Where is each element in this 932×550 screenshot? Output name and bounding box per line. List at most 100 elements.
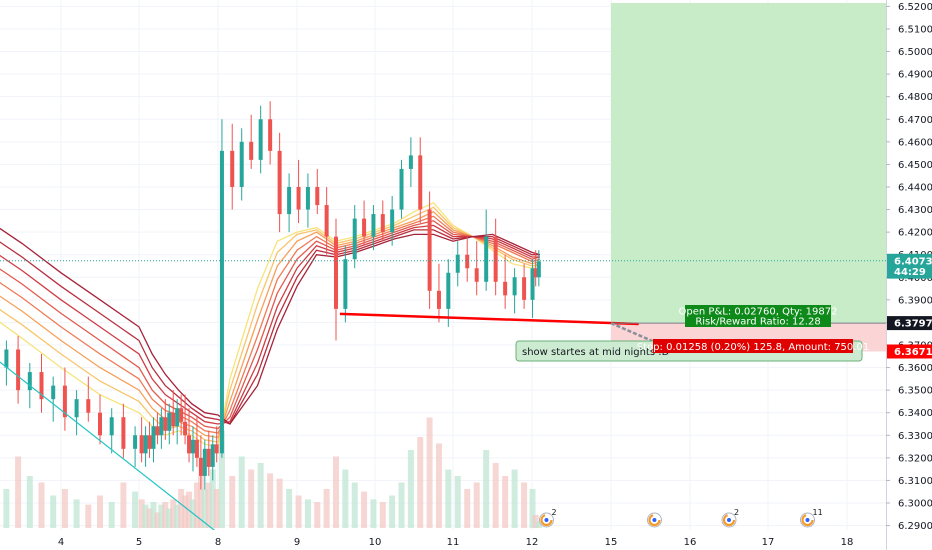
- volume-bar: [3, 489, 10, 528]
- candle: [296, 159, 301, 224]
- volume-bar: [535, 521, 542, 528]
- candle: [171, 390, 176, 436]
- volume-bar: [166, 508, 173, 528]
- trend-line[interactable]: [0, 343, 225, 539]
- volume-bar: [132, 491, 139, 528]
- candle: [206, 430, 211, 476]
- volume-bar: [304, 499, 311, 528]
- y-tick-label: 6.52000: [898, 2, 932, 13]
- candle: [4, 340, 9, 386]
- candle: [51, 376, 56, 422]
- ma-line: [0, 206, 541, 443]
- profit-zone: [611, 3, 886, 324]
- position-overlay: show startes at mid nights :D Open P&L: 0…: [515, 305, 869, 362]
- y-tick-label: 6.48000: [898, 92, 932, 103]
- volume-bar: [361, 491, 368, 528]
- x-axis: 4 5 8 9 10 11 12 15 16 17 18: [0, 530, 886, 550]
- volume-bar: [174, 504, 181, 528]
- volume-bar: [205, 482, 212, 528]
- x-tick-label: 9: [294, 537, 300, 548]
- price-tag: 6.36712: [887, 344, 932, 359]
- volume-bar: [333, 456, 339, 528]
- event-marker-icon[interactable]: [646, 512, 662, 528]
- volume-bar: [15, 456, 22, 528]
- candle: [86, 376, 91, 422]
- volume-bar: [529, 489, 536, 528]
- candle: [315, 168, 320, 215]
- candle: [408, 137, 413, 187]
- volume-bar: [38, 482, 45, 528]
- x-tick-label: 17: [762, 537, 775, 548]
- event-marker-icon[interactable]: 11: [800, 508, 823, 528]
- candle: [536, 250, 541, 287]
- volume-bar: [154, 512, 161, 528]
- x-tick-label: 18: [841, 537, 854, 548]
- volume-bar: [158, 504, 165, 528]
- candle: [343, 245, 348, 323]
- ma-line: [0, 227, 541, 425]
- x-tick-label: 4: [58, 537, 64, 548]
- volume-bar: [417, 437, 424, 528]
- y-tick-label: 6.30000: [898, 499, 932, 510]
- volume-bar: [511, 469, 518, 528]
- volume-bar: [379, 502, 386, 528]
- x-tick-label: 15: [605, 537, 618, 548]
- y-tick-label: 6.32000: [898, 453, 932, 464]
- candle: [484, 209, 489, 291]
- volume-bar: [150, 502, 157, 528]
- candle: [512, 268, 517, 314]
- volume-bar: [97, 495, 103, 528]
- candle: [198, 435, 203, 490]
- volume-bar: [426, 417, 433, 528]
- volume-bar: [193, 482, 200, 528]
- candle: [183, 394, 188, 445]
- candle: [390, 196, 395, 246]
- y-tick-label: 6.51000: [898, 24, 932, 35]
- y-tick-label: 6.46000: [898, 137, 932, 148]
- volume-bar: [473, 482, 480, 528]
- volume-bar: [492, 463, 499, 528]
- candle: [230, 123, 235, 210]
- x-axis-bg: [0, 530, 886, 550]
- y-tick-label: 6.39000: [898, 295, 932, 306]
- volume-bar: [50, 495, 57, 528]
- candle: [258, 105, 263, 174]
- volume-bar: [61, 489, 68, 528]
- candle: [533, 250, 538, 287]
- volume-bar: [389, 495, 396, 528]
- candle: [109, 408, 114, 454]
- candle: [194, 417, 199, 467]
- candle: [98, 394, 102, 445]
- event-markers: 2 2 11: [538, 508, 823, 528]
- candle: [268, 101, 273, 165]
- volume-bar: [295, 495, 302, 528]
- candle: [530, 259, 535, 318]
- volume-bar: [454, 476, 461, 528]
- candle: [371, 205, 376, 251]
- candle: [305, 173, 310, 228]
- event-marker-icon[interactable]: 2: [721, 508, 739, 528]
- y-tick-label: 6.33000: [898, 431, 932, 442]
- support-line[interactable]: [339, 312, 639, 326]
- volume-bar: [351, 482, 358, 528]
- svg-text:6.37970: 6.37970: [894, 319, 932, 330]
- candle: [133, 426, 138, 467]
- candle: [334, 218, 338, 341]
- volume-bar: [201, 489, 208, 528]
- y-tick-label: 6.44000: [898, 182, 932, 193]
- event-marker-icon[interactable]: 2: [538, 508, 557, 528]
- candle: [399, 159, 404, 219]
- x-tick-label: 12: [526, 537, 539, 548]
- volume-bar: [502, 476, 509, 528]
- candle: [210, 435, 215, 481]
- candle: [352, 205, 357, 269]
- y-tick-label: 6.42000: [898, 228, 932, 239]
- price-tag: 6.37970: [887, 316, 932, 331]
- volume-bar: [267, 473, 274, 528]
- y-tick-label: 6.47000: [898, 115, 932, 126]
- y-tick-label: 6.49000: [898, 70, 932, 81]
- annotation-text: show startes at mid nights :D: [522, 347, 670, 358]
- volume-bar: [229, 476, 236, 528]
- candle: [39, 354, 44, 413]
